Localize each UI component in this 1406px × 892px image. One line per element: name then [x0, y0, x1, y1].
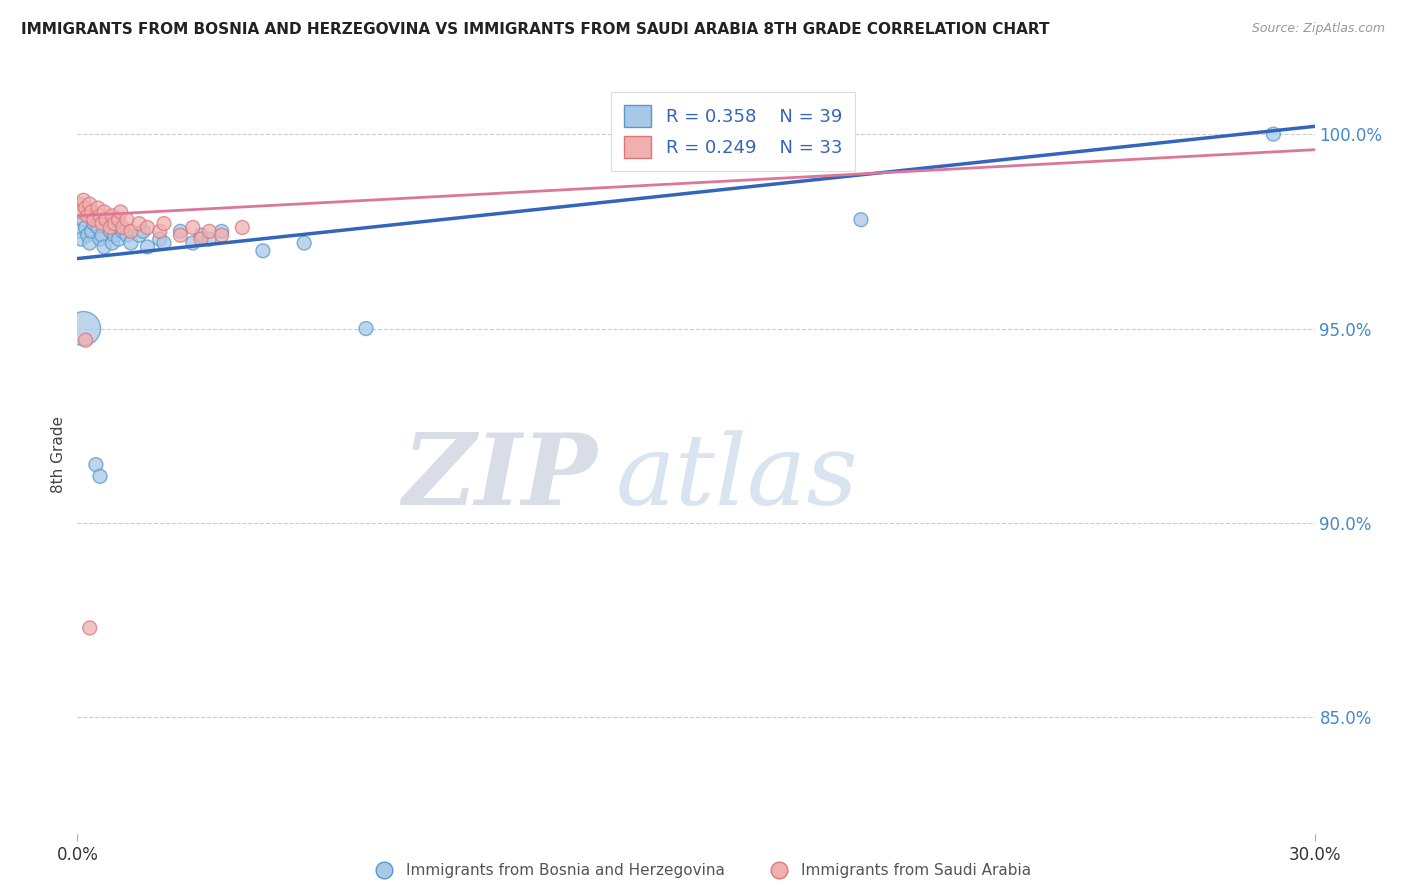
Text: Source: ZipAtlas.com: Source: ZipAtlas.com	[1251, 22, 1385, 36]
Point	[101, 235, 124, 250]
Point	[70, 205, 93, 219]
Point	[149, 232, 172, 246]
Point	[70, 232, 93, 246]
Point	[110, 205, 132, 219]
Point	[72, 193, 94, 207]
Point	[76, 228, 98, 243]
Point	[111, 220, 134, 235]
Point	[80, 224, 103, 238]
Point	[292, 235, 315, 250]
Point	[91, 217, 114, 231]
Point	[75, 333, 97, 347]
Legend: R = 0.358    N = 39, R = 0.249    N = 33: R = 0.358 N = 39, R = 0.249 N = 33	[612, 93, 855, 170]
Point	[115, 228, 138, 243]
Point	[1263, 127, 1285, 141]
Point	[120, 224, 142, 238]
Point	[87, 201, 110, 215]
Point	[354, 321, 377, 335]
Point	[67, 224, 90, 238]
Point	[103, 228, 125, 243]
Point	[149, 224, 172, 238]
Point	[110, 220, 132, 235]
Point	[76, 209, 98, 223]
Point	[98, 224, 121, 238]
Point	[75, 220, 97, 235]
Point	[136, 220, 159, 235]
Point	[132, 224, 155, 238]
Point	[98, 220, 121, 235]
Point	[169, 228, 191, 243]
Point	[153, 217, 176, 231]
Point	[169, 224, 191, 238]
Legend: Immigrants from Bosnia and Herzegovina, Immigrants from Saudi Arabia: Immigrants from Bosnia and Herzegovina, …	[368, 857, 1038, 884]
Point	[93, 240, 115, 254]
Point	[107, 232, 129, 246]
Point	[89, 232, 111, 246]
Point	[84, 458, 107, 472]
Point	[89, 469, 111, 483]
Point	[91, 228, 114, 243]
Point	[136, 240, 159, 254]
Point	[153, 235, 176, 250]
Point	[128, 217, 150, 231]
Point	[101, 209, 124, 223]
Point	[107, 212, 129, 227]
Point	[83, 217, 105, 231]
Point	[87, 220, 110, 235]
Point	[231, 220, 253, 235]
Point	[849, 212, 872, 227]
Point	[83, 212, 105, 227]
Point	[190, 232, 212, 246]
Point	[75, 201, 97, 215]
Point	[72, 212, 94, 227]
Point	[120, 235, 142, 250]
Point	[103, 217, 125, 231]
Point	[89, 209, 111, 223]
Text: IMMIGRANTS FROM BOSNIA AND HERZEGOVINA VS IMMIGRANTS FROM SAUDI ARABIA 8TH GRADE: IMMIGRANTS FROM BOSNIA AND HERZEGOVINA V…	[21, 22, 1050, 37]
Point	[80, 205, 103, 219]
Point	[198, 232, 221, 246]
Point	[111, 224, 134, 238]
Point	[67, 197, 90, 211]
Point	[72, 321, 94, 335]
Point	[79, 621, 101, 635]
Point	[79, 197, 101, 211]
Text: ZIP: ZIP	[402, 429, 598, 526]
Point	[211, 228, 233, 243]
Point	[115, 212, 138, 227]
Point	[181, 235, 204, 250]
Point	[79, 235, 101, 250]
Y-axis label: 8th Grade: 8th Grade	[51, 417, 66, 493]
Text: atlas: atlas	[616, 430, 858, 525]
Point	[128, 228, 150, 243]
Point	[181, 220, 204, 235]
Point	[93, 205, 115, 219]
Point	[96, 212, 118, 227]
Point	[211, 224, 233, 238]
Point	[198, 224, 221, 238]
Point	[252, 244, 274, 258]
Point	[190, 228, 212, 243]
Point	[96, 212, 118, 227]
